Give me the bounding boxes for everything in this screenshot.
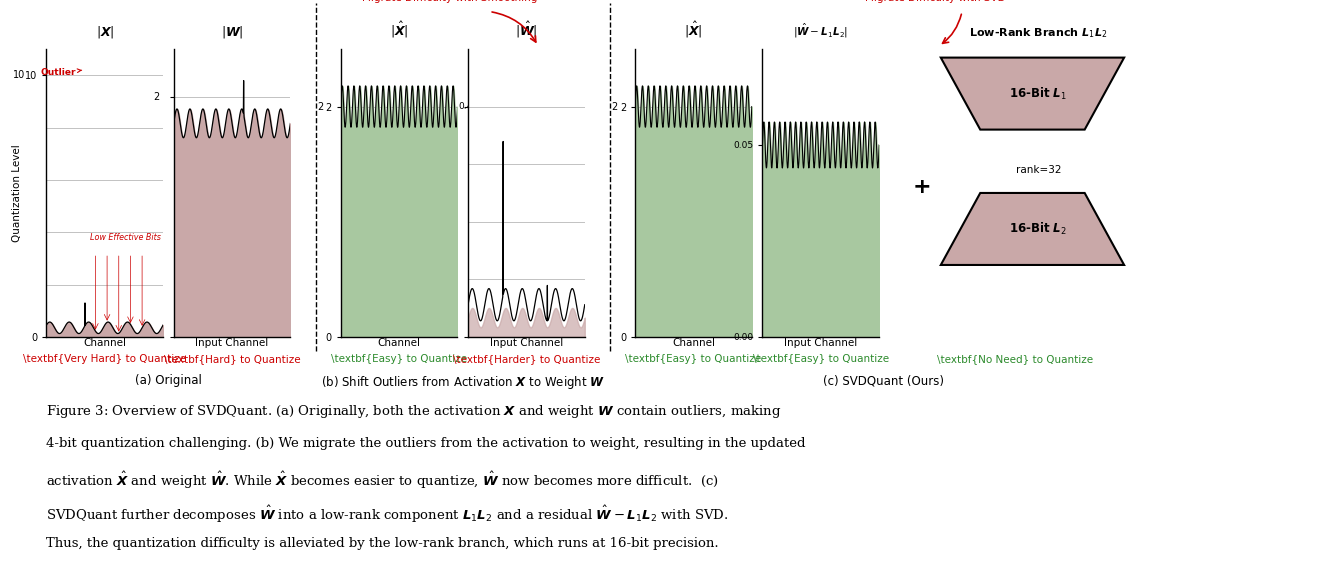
Text: activation $\hat{\boldsymbol{X}}$ and weight $\hat{\boldsymbol{W}}$. While $\hat: activation $\hat{\boldsymbol{X}}$ and we… xyxy=(46,470,719,491)
Text: 16-Bit $\boldsymbol{L}_2$: 16-Bit $\boldsymbol{L}_2$ xyxy=(1009,221,1067,237)
X-axis label: Input Channel: Input Channel xyxy=(195,338,269,348)
Text: Thus, the quantization difficulty is alleviated by the low-rank branch, which ru: Thus, the quantization difficulty is all… xyxy=(46,537,719,550)
Text: Low-Rank Branch $\boldsymbol{L}_1\boldsymbol{L}_2$: Low-Rank Branch $\boldsymbol{L}_1\boldsy… xyxy=(969,26,1107,40)
Y-axis label: Quantization Level: Quantization Level xyxy=(12,144,23,242)
Text: \textbf{Easy} to Quantize: \textbf{Easy} to Quantize xyxy=(753,354,888,364)
Text: SVDQuant further decomposes $\hat{\boldsymbol{W}}$ into a low-rank component $\b: SVDQuant further decomposes $\hat{\bolds… xyxy=(46,503,729,525)
Text: (c) SVDQuant (Ours): (c) SVDQuant (Ours) xyxy=(822,374,944,388)
Text: \textbf{Easy} to Quantize: \textbf{Easy} to Quantize xyxy=(626,354,761,364)
Text: Migrate Difficulty with SVD: Migrate Difficulty with SVD xyxy=(865,0,1006,3)
Text: \textbf{No Need} to Quantize: \textbf{No Need} to Quantize xyxy=(937,354,1093,364)
Text: $|\hat{\boldsymbol{W}}|$: $|\hat{\boldsymbol{W}}|$ xyxy=(514,20,538,40)
X-axis label: Input Channel: Input Channel xyxy=(489,338,564,348)
X-axis label: Channel: Channel xyxy=(84,338,126,348)
X-axis label: Input Channel: Input Channel xyxy=(784,338,858,348)
Text: 0.45: 0.45 xyxy=(459,102,479,111)
Text: $|\hat{\boldsymbol{X}}|$: $|\hat{\boldsymbol{X}}|$ xyxy=(390,20,408,40)
Text: Migrate Difficulty with Smoothing: Migrate Difficulty with Smoothing xyxy=(362,0,537,3)
Text: \textbf{Very Hard} to Quantize: \textbf{Very Hard} to Quantize xyxy=(23,354,187,364)
Text: $|\boldsymbol{X}|$: $|\boldsymbol{X}|$ xyxy=(95,24,114,40)
Text: \textbf{Harder} to Quantize: \textbf{Harder} to Quantize xyxy=(452,354,601,364)
Text: $|\hat{\boldsymbol{X}}|$: $|\hat{\boldsymbol{X}}|$ xyxy=(684,20,703,40)
Text: (a) Original: (a) Original xyxy=(135,374,202,388)
Text: 4-bit quantization challenging. (b) We migrate the outliers from the activation : 4-bit quantization challenging. (b) We m… xyxy=(46,437,806,450)
Text: 10: 10 xyxy=(13,70,25,80)
Text: rank=32: rank=32 xyxy=(1016,165,1061,175)
Text: 16-Bit $\boldsymbol{L}_1$: 16-Bit $\boldsymbol{L}_1$ xyxy=(1009,86,1067,101)
Text: (b) Shift Outliers from Activation $\boldsymbol{X}$ to Weight $\boldsymbol{W}$: (b) Shift Outliers from Activation $\bol… xyxy=(321,374,605,392)
Polygon shape xyxy=(940,58,1124,130)
X-axis label: Channel: Channel xyxy=(672,338,715,348)
Text: $|\hat{\boldsymbol{W}} - \boldsymbol{L}_1\boldsymbol{L}_2|$: $|\hat{\boldsymbol{W}} - \boldsymbol{L}_… xyxy=(793,22,849,40)
Polygon shape xyxy=(940,193,1124,265)
Text: $|\boldsymbol{W}|$: $|\boldsymbol{W}|$ xyxy=(220,24,244,40)
Text: \textbf{Hard} to Quantize: \textbf{Hard} to Quantize xyxy=(163,354,301,364)
Text: Figure 3: Overview of SVDQuant. (a) Originally, both the activation $\boldsymbol: Figure 3: Overview of SVDQuant. (a) Orig… xyxy=(46,403,782,420)
Text: +: + xyxy=(912,177,932,197)
Text: 2: 2 xyxy=(154,92,159,102)
X-axis label: Channel: Channel xyxy=(378,338,420,348)
Text: \textbf{Easy} to Quantize: \textbf{Easy} to Quantize xyxy=(332,354,467,364)
Text: 2: 2 xyxy=(611,101,618,112)
Text: Low Effective Bits: Low Effective Bits xyxy=(90,233,162,242)
Text: 2: 2 xyxy=(317,101,324,112)
Text: Outlier: Outlier xyxy=(41,68,82,77)
